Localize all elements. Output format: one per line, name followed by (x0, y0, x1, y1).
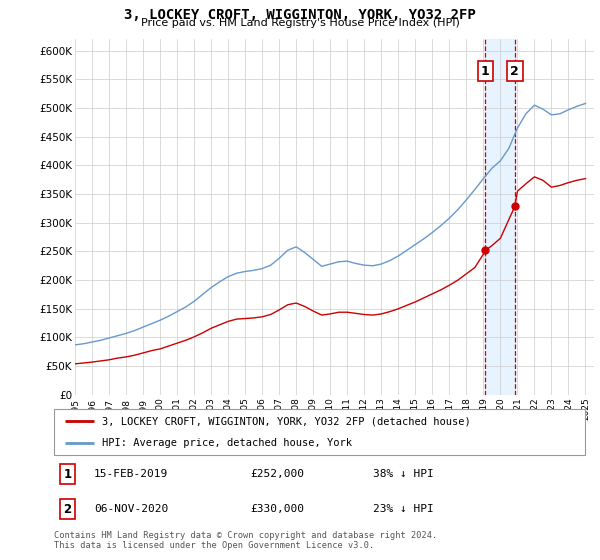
Text: 3, LOCKEY CROFT, WIGGINTON, YORK, YO32 2FP: 3, LOCKEY CROFT, WIGGINTON, YORK, YO32 2… (124, 8, 476, 22)
Text: £330,000: £330,000 (250, 505, 304, 514)
Text: 15-FEB-2019: 15-FEB-2019 (94, 469, 168, 479)
Text: 2: 2 (63, 503, 71, 516)
Text: 38% ↓ HPI: 38% ↓ HPI (373, 469, 433, 479)
Text: Price paid vs. HM Land Registry's House Price Index (HPI): Price paid vs. HM Land Registry's House … (140, 18, 460, 29)
Text: 1: 1 (481, 65, 490, 78)
Text: 06-NOV-2020: 06-NOV-2020 (94, 505, 168, 514)
Text: 1: 1 (63, 468, 71, 481)
Text: Contains HM Land Registry data © Crown copyright and database right 2024.
This d: Contains HM Land Registry data © Crown c… (54, 531, 437, 550)
Text: HPI: Average price, detached house, York: HPI: Average price, detached house, York (102, 438, 352, 448)
Text: 2: 2 (511, 65, 519, 78)
Bar (485, 39, 515, 395)
Text: £252,000: £252,000 (250, 469, 304, 479)
Text: 3, LOCKEY CROFT, WIGGINTON, YORK, YO32 2FP (detached house): 3, LOCKEY CROFT, WIGGINTON, YORK, YO32 2… (102, 416, 470, 426)
Text: 23% ↓ HPI: 23% ↓ HPI (373, 505, 433, 514)
